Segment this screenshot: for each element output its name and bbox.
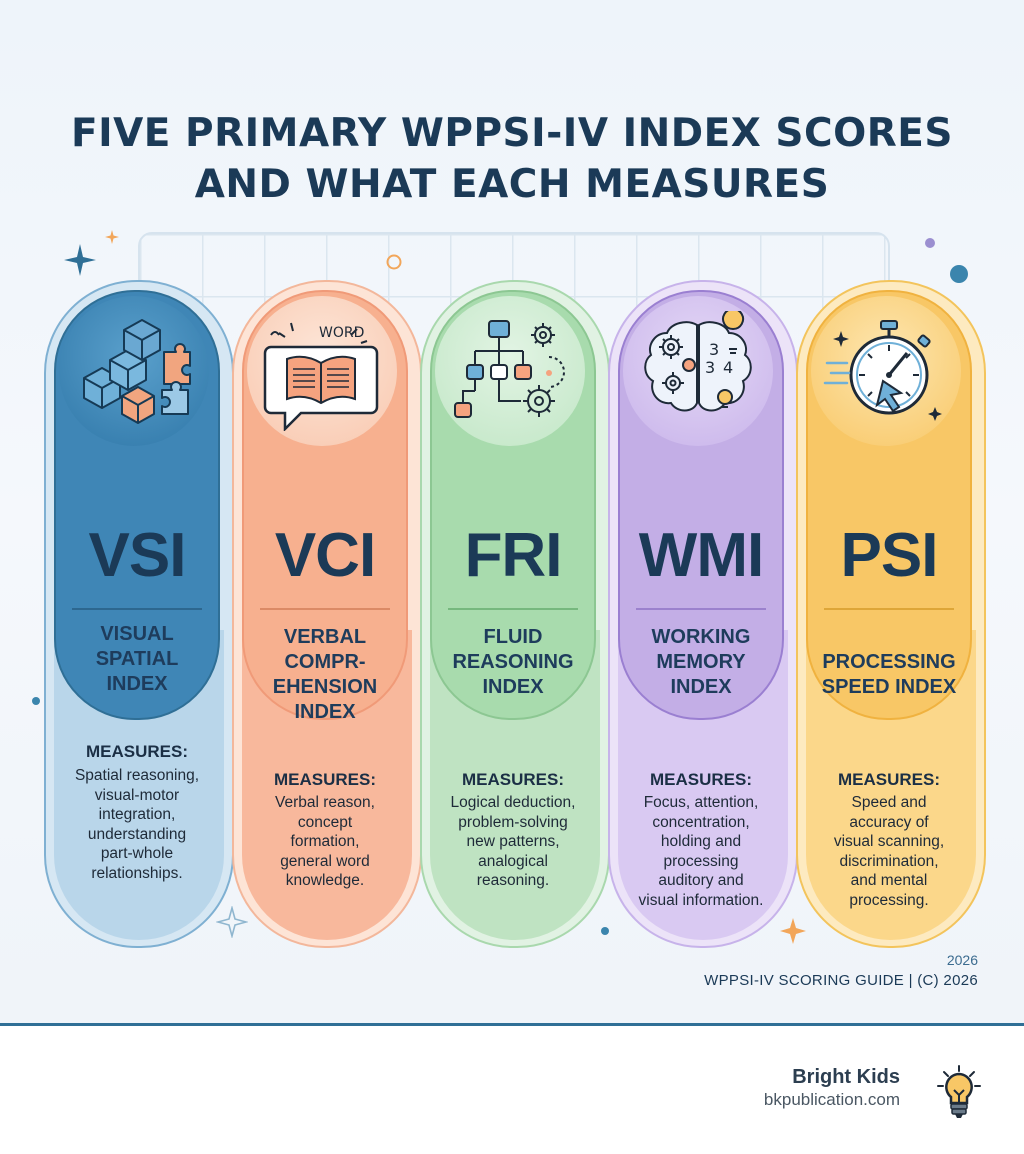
- cubes-puzzle-icon: [59, 296, 209, 446]
- lightbulb-icon: [937, 1065, 981, 1118]
- brain-gears-icon: 3 3 4: [623, 296, 773, 446]
- sparkle-icon: [780, 918, 806, 944]
- title-line-2: AND WHAT EACH MEASURES: [194, 162, 830, 207]
- measures-description: Spatial reasoning, visual-motor integrat…: [74, 767, 200, 882]
- brand-name: Bright Kids: [792, 1066, 900, 1088]
- index-card-fri: FRI FLUID REASONING INDEX MEASURES: Logi…: [420, 280, 610, 948]
- measures-description: Speed and accuracy of visual scanning, d…: [833, 794, 945, 909]
- page-title: FIVE PRIMARY WPPSI-IV INDEX SCORES AND W…: [0, 108, 1024, 210]
- dot-icon: [925, 238, 935, 248]
- measures-heading: MEASURES:: [85, 742, 188, 761]
- measures-heading: MEASURES:: [649, 770, 752, 789]
- index-abbreviation: WMI: [638, 521, 764, 590]
- index-abbreviation: VCI: [274, 521, 376, 590]
- index-full-name: VISUAL SPATIAL INDEX: [95, 623, 179, 695]
- ring-dot-icon: [386, 254, 402, 270]
- book-speech-bubble-icon: WORD: [247, 296, 397, 446]
- measures-heading: MEASURES:: [461, 770, 564, 789]
- icon-digit: 4: [723, 358, 733, 377]
- footer-band: [0, 1026, 1024, 1154]
- index-abbreviation: FRI: [464, 521, 563, 590]
- title-line-1: FIVE PRIMARY WPPSI-IV INDEX SCORES: [70, 111, 954, 156]
- index-full-name: VERBAL COMPR- EHENSION INDEX: [272, 626, 378, 723]
- icon-word-text: WORD: [319, 325, 364, 341]
- flowchart-gears-icon: [435, 296, 585, 446]
- index-full-name: WORKING MEMORY INDEX: [651, 626, 751, 698]
- index-abbreviation: PSI: [840, 521, 939, 590]
- measures-description: Verbal reason, concept formation, genera…: [275, 794, 375, 889]
- footer-divider: [0, 1023, 1024, 1026]
- stopwatch-cursor-icon: [811, 296, 961, 446]
- index-full-name: FLUID REASONING INDEX: [452, 626, 574, 698]
- brand-url[interactable]: bkpublication.com: [763, 1090, 900, 1109]
- icon-digit: 3: [705, 358, 715, 377]
- index-card-psi: PSI PROCESSING SPEED INDEX MEASURES: Spe…: [796, 280, 986, 948]
- index-card-wmi: 3 3 4 WMI WORKING MEMORY INDEX MEASURES:…: [608, 280, 798, 948]
- dot-icon: [601, 927, 609, 935]
- dot-icon: [32, 697, 40, 705]
- index-abbreviation: VSI: [88, 521, 187, 590]
- measures-heading: MEASURES:: [837, 770, 940, 789]
- measures-heading: MEASURES:: [273, 770, 376, 789]
- index-card-vsi: VSI VISUAL SPATIAL INDEX MEASURES: Spati…: [44, 280, 234, 948]
- sparkle-icon: [105, 230, 119, 244]
- scoring-guide-caption: WPPSI-IV SCORING GUIDE | (C) 2026: [704, 972, 978, 989]
- sparkle-outline-icon: [216, 906, 248, 938]
- dot-icon: [950, 265, 968, 283]
- icon-digit: 3: [709, 340, 719, 359]
- sparkle-icon: [64, 244, 96, 276]
- index-card-vci: WORD VCI VERBAL COMPR- EHENSION INDEX ME…: [232, 280, 422, 948]
- footer-year: 2026: [946, 952, 978, 968]
- index-full-name: PROCESSING SPEED INDEX: [821, 651, 957, 698]
- measures-description: Focus, attention, concentration, holding…: [638, 794, 764, 909]
- measures-description: Logical deduction, problem-solving new p…: [450, 794, 576, 889]
